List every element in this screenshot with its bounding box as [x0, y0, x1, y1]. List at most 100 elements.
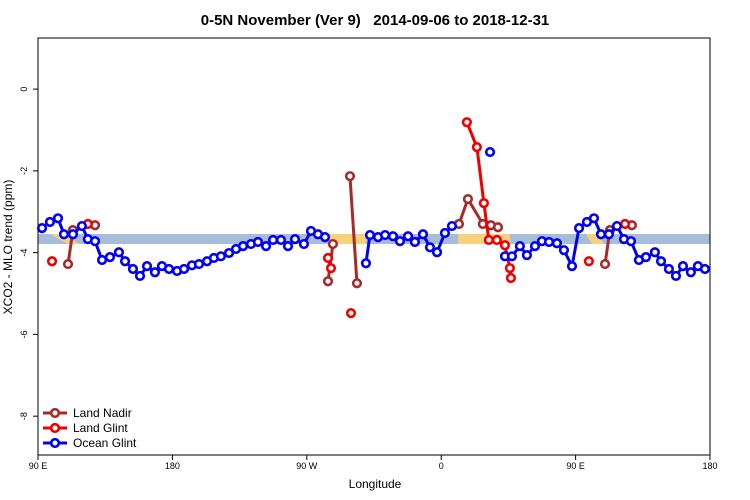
x-tick-label: 180: [165, 461, 180, 471]
data-point: [599, 258, 611, 270]
data-point: [471, 142, 482, 153]
data-point: [319, 231, 331, 243]
data-point: [215, 251, 227, 262]
data-point: [551, 238, 563, 249]
data-point: [611, 220, 623, 232]
data-point: [282, 240, 294, 252]
data-point: [322, 252, 334, 264]
data-point: [543, 236, 555, 248]
data-point: [670, 270, 682, 282]
data-point: [364, 229, 376, 241]
data-point: [62, 258, 74, 270]
data-point: [478, 198, 490, 209]
data-point: [289, 234, 301, 245]
data-point: [588, 213, 600, 224]
y-tick-label: -8: [19, 412, 29, 420]
y-tick-label: -2: [19, 167, 29, 175]
data-point: [504, 263, 515, 274]
data-point: [619, 218, 631, 230]
legend-marker: [49, 407, 61, 419]
data-point: [677, 261, 689, 272]
data-point: [360, 258, 372, 269]
plot-frame: [37, 37, 711, 456]
data-point: [685, 267, 696, 278]
data-point: [483, 234, 494, 246]
data-point: [275, 234, 287, 246]
data-point: [104, 252, 116, 263]
series-line: [348, 176, 359, 284]
data-point: [655, 256, 667, 267]
data-point: [344, 171, 356, 182]
data-point: [558, 245, 570, 256]
data-point: [260, 240, 272, 252]
data-point: [119, 256, 131, 267]
data-point: [387, 231, 399, 242]
data-point: [178, 263, 190, 275]
data-point: [267, 234, 279, 246]
y-axis-label: XCO2 - MLO trend (ppm): [1, 180, 15, 315]
x-axis-label: Longitude: [349, 477, 402, 491]
data-point: [237, 240, 249, 252]
chart-title: 0-5N November (Ver 9) 2014-09-06 to 2018…: [201, 12, 550, 29]
data-point: [345, 308, 357, 319]
y-tick-label: 0: [19, 87, 29, 92]
data-point: [439, 227, 451, 239]
data-point: [76, 220, 88, 232]
data-point: [431, 247, 443, 258]
data-point: [566, 261, 578, 272]
data-point: [402, 231, 414, 242]
data-point: [583, 256, 594, 267]
data-point: [663, 263, 675, 275]
land-band: [330, 234, 366, 244]
legend-marker: [49, 437, 61, 449]
data-point: [193, 258, 205, 270]
data-point: [149, 267, 161, 278]
data-point: [325, 263, 337, 274]
data-point: [96, 254, 108, 266]
data-point: [595, 229, 607, 240]
y-tick-label: -4: [19, 249, 29, 257]
data-point: [514, 240, 525, 252]
data-point: [52, 213, 64, 224]
data-point: [163, 263, 175, 275]
data-point: [417, 229, 429, 240]
legend-label: Ocean Glint: [73, 436, 137, 450]
data-point: [58, 229, 70, 240]
y-tick-label: -6: [19, 330, 29, 338]
data-point: [379, 229, 391, 241]
x-tick-label: 90 E: [566, 461, 585, 471]
data-point: [322, 276, 334, 287]
data-point: [529, 240, 541, 252]
data-point: [298, 238, 310, 250]
data-point: [44, 216, 56, 228]
x-tick-label: 90 E: [29, 461, 48, 471]
data-point: [462, 193, 474, 205]
data-point: [46, 256, 58, 267]
x-tick-label: 0: [439, 461, 444, 471]
legend-marker: [49, 422, 61, 434]
x-tick-label: 180: [702, 461, 717, 471]
legend-label: Land Nadir: [73, 406, 132, 420]
data-point: [127, 263, 139, 275]
data-point: [113, 247, 125, 258]
data-point: [351, 278, 363, 289]
data-point: [36, 223, 48, 234]
data-point: [327, 238, 339, 250]
data-point: [499, 240, 511, 251]
data-point: [446, 220, 458, 232]
data-point: [603, 229, 615, 240]
data-point: [409, 236, 421, 248]
data-point: [573, 223, 585, 234]
data-point: [67, 229, 79, 240]
data-point: [484, 146, 496, 158]
data-point: [134, 270, 146, 282]
data-point: [252, 236, 264, 248]
data-point: [640, 252, 652, 263]
data-point: [89, 236, 101, 247]
data-point: [649, 247, 660, 258]
data-point: [521, 249, 533, 261]
data-point: [394, 236, 406, 247]
data-point: [492, 222, 504, 233]
legend-label: Land Glint: [73, 421, 128, 435]
